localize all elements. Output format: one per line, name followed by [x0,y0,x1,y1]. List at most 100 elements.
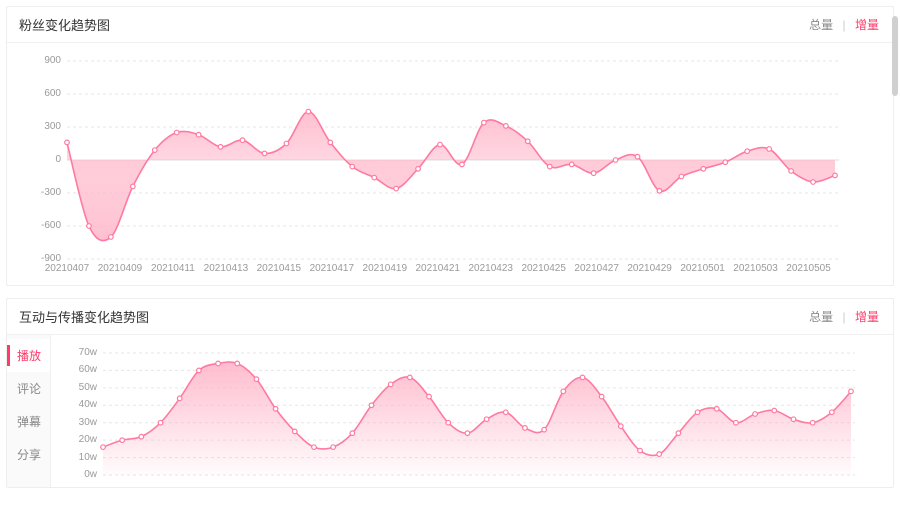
tab-total[interactable]: 总量 [807,18,835,32]
data-point[interactable] [465,431,470,436]
data-point[interactable] [679,174,684,179]
data-point[interactable] [152,148,157,153]
data-point[interactable] [849,389,854,394]
data-point[interactable] [810,420,815,425]
data-point[interactable] [599,394,604,399]
tab-increment[interactable]: 增量 [853,310,881,324]
data-point[interactable] [240,138,245,143]
data-point[interactable] [635,154,640,159]
chart1-x-axis: 2021040720210409202104112021041320210415… [23,263,843,277]
data-point[interactable] [542,427,547,432]
data-point[interactable] [591,171,596,176]
data-point[interactable] [503,410,508,415]
data-point[interactable] [139,434,144,439]
data-point[interactable] [657,452,662,457]
data-point[interactable] [131,184,136,189]
data-point[interactable] [65,140,70,145]
data-point[interactable] [484,417,489,422]
data-point[interactable] [174,130,179,135]
data-point[interactable] [177,396,182,401]
data-point[interactable] [101,445,106,450]
fans-trend-panel: 粉丝变化趋势图 总量 | 增量 9006003000-300-600-900 2… [6,6,894,286]
data-point[interactable] [388,382,393,387]
data-point[interactable] [791,417,796,422]
data-point[interactable] [580,375,585,380]
data-point[interactable] [427,394,432,399]
data-point[interactable] [197,368,202,373]
chart2-y-axis: 70w60w50w40w30w20w10w0w [67,349,97,479]
data-point[interactable] [350,431,355,436]
data-point[interactable] [394,186,399,191]
data-point[interactable] [714,406,719,411]
data-point[interactable] [372,175,377,180]
y-tick-label: -600 [41,220,61,231]
data-point[interactable] [328,140,333,145]
data-point[interactable] [830,410,835,415]
panel-title: 互动与传播变化趋势图 [19,307,149,326]
data-point[interactable] [216,361,221,366]
page-scrollbar-thumb[interactable] [892,16,898,96]
data-point[interactable] [254,377,259,382]
data-point[interactable] [561,389,566,394]
y-tick-label: 300 [44,121,61,132]
data-point[interactable] [196,132,201,137]
metric-tab-1[interactable]: 评论 [7,372,50,405]
data-point[interactable] [218,145,223,150]
data-point[interactable] [526,139,531,144]
data-point[interactable] [753,412,758,417]
data-point[interactable] [638,448,643,453]
data-point[interactable] [292,429,297,434]
data-point[interactable] [613,158,618,163]
y-tick-label: 900 [44,55,61,66]
data-point[interactable] [312,445,317,450]
data-point[interactable] [350,164,355,169]
data-point[interactable] [331,445,336,450]
data-point[interactable] [120,438,125,443]
tab-increment[interactable]: 增量 [853,18,881,32]
data-point[interactable] [416,167,421,172]
data-point[interactable] [657,189,662,194]
data-point[interactable] [482,120,487,125]
y-tick-label: 600 [44,88,61,99]
tab-total[interactable]: 总量 [807,310,835,324]
data-point[interactable] [446,420,451,425]
data-point[interactable] [811,180,816,185]
data-point[interactable] [734,420,739,425]
data-point[interactable] [284,141,289,146]
data-point[interactable] [569,162,574,167]
data-point[interactable] [262,151,267,156]
data-point[interactable] [767,147,772,152]
data-point[interactable] [460,162,465,167]
metric-tab-2[interactable]: 弹幕 [7,405,50,438]
data-point[interactable] [619,424,624,429]
data-point[interactable] [833,173,838,178]
data-point[interactable] [523,426,528,431]
data-point[interactable] [695,410,700,415]
data-point[interactable] [676,431,681,436]
data-point[interactable] [772,408,777,413]
data-point[interactable] [109,235,114,240]
data-point[interactable] [745,149,750,154]
metric-tab-3[interactable]: 分享 [7,438,50,471]
engagement-trend-panel: 互动与传播变化趋势图 总量 | 增量 播放评论弹幕分享 70w60w50w40w… [6,298,894,488]
x-tick-label: 20210427 [574,263,619,274]
panel-title: 粉丝变化趋势图 [19,15,110,34]
chart1-y-axis: 9006003000-300-600-900 [23,57,61,263]
data-point[interactable] [87,224,92,229]
data-point[interactable] [789,169,794,174]
data-point[interactable] [273,406,278,411]
data-point[interactable] [158,420,163,425]
data-point[interactable] [408,375,413,380]
data-point[interactable] [438,142,443,147]
y-tick-label: 40w [79,399,97,410]
data-point[interactable] [701,167,706,172]
data-point[interactable] [306,109,311,114]
x-tick-label: 20210423 [468,263,513,274]
data-point[interactable] [547,164,552,169]
data-point[interactable] [235,361,240,366]
metric-tab-0[interactable]: 播放 [7,339,50,372]
data-point[interactable] [504,124,509,129]
x-tick-label: 20210503 [733,263,778,274]
data-point[interactable] [369,403,374,408]
data-point[interactable] [723,160,728,165]
